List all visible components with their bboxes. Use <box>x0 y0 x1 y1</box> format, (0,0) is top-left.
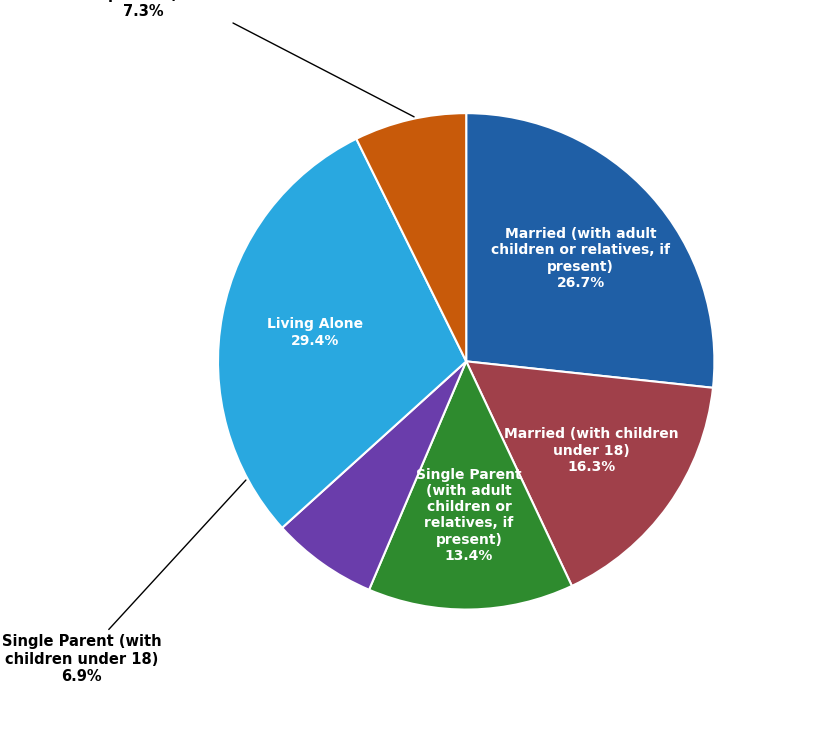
Text: Living Alone
29.4%: Living Alone 29.4% <box>267 318 363 347</box>
Wedge shape <box>356 113 466 361</box>
Wedge shape <box>369 361 572 610</box>
Wedge shape <box>466 361 713 586</box>
Wedge shape <box>218 139 466 528</box>
Text: Cohabiting Couples or
Roomates (with children
(any age) or relatives, if
present: Cohabiting Couples or Roomates (with chi… <box>42 0 414 117</box>
Text: Single Parent
(with adult
children or
relatives, if
present)
13.4%: Single Parent (with adult children or re… <box>417 468 522 563</box>
Text: Married (with adult
children or relatives, if
present)
26.7%: Married (with adult children or relative… <box>491 227 670 290</box>
Wedge shape <box>466 113 714 388</box>
Wedge shape <box>282 361 466 590</box>
Text: Single Parent (with
children under 18)
6.9%: Single Parent (with children under 18) 6… <box>2 480 246 684</box>
Text: Married (with children
under 18)
16.3%: Married (with children under 18) 16.3% <box>504 428 679 474</box>
